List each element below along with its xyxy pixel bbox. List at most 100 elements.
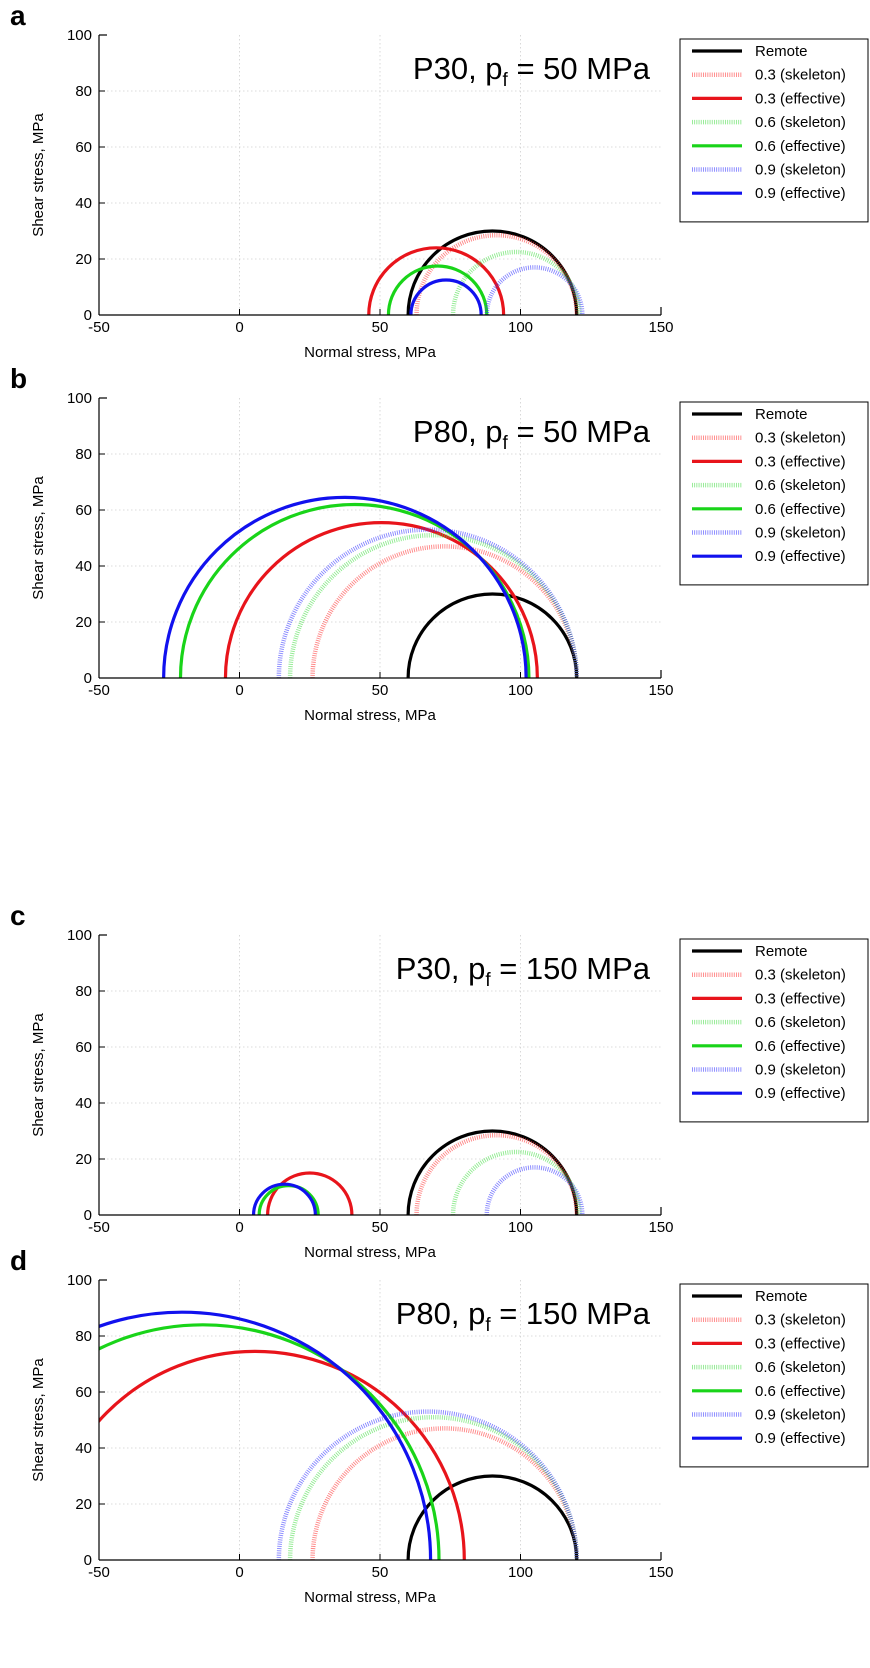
legend-label: 0.3 (skeleton) bbox=[755, 67, 846, 84]
y-tick-label: 60 bbox=[75, 139, 92, 156]
series-0-3-effective- bbox=[223, 521, 539, 678]
legend-label: 0.3 (effective) bbox=[755, 453, 846, 470]
plot-annotation: P80, pf = 150 MPa bbox=[396, 1296, 651, 1336]
plot-area bbox=[162, 495, 579, 678]
x-tick-label: 150 bbox=[648, 1564, 673, 1581]
x-tick-label: -50 bbox=[88, 319, 110, 336]
y-tick-label: 40 bbox=[75, 1095, 92, 1112]
panel-letter: d bbox=[10, 1245, 27, 1276]
y-tick-label: 100 bbox=[67, 927, 92, 944]
series-0-6-skeleton- bbox=[450, 1149, 582, 1215]
legend-label: Remote bbox=[755, 1288, 808, 1305]
series-0-9-skeleton- bbox=[276, 1409, 579, 1560]
y-tick-label: 40 bbox=[75, 558, 92, 575]
y-tick-label: 20 bbox=[75, 251, 92, 268]
x-tick-label: 0 bbox=[235, 1564, 243, 1581]
series-0-9-effective- bbox=[162, 495, 528, 678]
plot-area bbox=[367, 229, 585, 315]
x-axis-label: Normal stress, MPa bbox=[304, 707, 436, 724]
legend-label: 0.3 (skeleton) bbox=[755, 967, 846, 984]
x-axis-label: Normal stress, MPa bbox=[304, 344, 436, 361]
y-tick-label: 60 bbox=[75, 502, 92, 519]
series-remote bbox=[406, 1474, 579, 1560]
series-remote bbox=[406, 229, 579, 315]
y-tick-label: 60 bbox=[75, 1384, 92, 1401]
y-axis-label: Shear stress, MPa bbox=[30, 113, 47, 237]
series-0-6-effective- bbox=[178, 502, 531, 678]
x-axis-label: Normal stress, MPa bbox=[304, 1244, 436, 1261]
y-tick-label: 20 bbox=[75, 614, 92, 631]
legend-label: 0.6 (skeleton) bbox=[755, 1359, 846, 1376]
y-axis-label: Shear stress, MPa bbox=[30, 476, 47, 600]
x-tick-label: 0 bbox=[235, 682, 243, 699]
series-remote bbox=[406, 1129, 579, 1215]
legend-box bbox=[679, 401, 869, 586]
series-0-6-effective- bbox=[99, 1323, 441, 1560]
y-tick-label: 0 bbox=[84, 1207, 92, 1224]
x-tick-label: -50 bbox=[88, 1219, 110, 1236]
y-tick-label: 40 bbox=[75, 1440, 92, 1457]
y-tick-label: 0 bbox=[84, 670, 92, 687]
x-tick-label: 100 bbox=[508, 1564, 533, 1581]
x-tick-label: 150 bbox=[648, 1219, 673, 1236]
series-0-9-effective- bbox=[99, 1310, 433, 1560]
legend-label: 0.9 (skeleton) bbox=[755, 1062, 846, 1079]
panel-letter: c bbox=[10, 900, 26, 931]
legend-box bbox=[679, 38, 869, 223]
x-tick-label: 50 bbox=[372, 1564, 389, 1581]
x-tick-label: 100 bbox=[508, 1219, 533, 1236]
x-tick-label: 100 bbox=[508, 319, 533, 336]
y-tick-label: 80 bbox=[75, 446, 92, 463]
legend: Remote 0.3 (skeleton) 0.3 (effective) 0.6 (… bbox=[679, 38, 869, 223]
legend-label: 0.3 (effective) bbox=[755, 90, 846, 107]
y-tick-label: 80 bbox=[75, 983, 92, 1000]
legend-label: 0.9 (skeleton) bbox=[755, 162, 846, 179]
y-axis-label: Shear stress, MPa bbox=[30, 1013, 47, 1137]
legend-box bbox=[679, 938, 869, 1123]
legend-label: 0.6 (effective) bbox=[755, 1038, 846, 1055]
x-tick-label: 150 bbox=[648, 682, 673, 699]
series-0-3-effective- bbox=[99, 1349, 466, 1560]
legend-label: 0.9 (effective) bbox=[755, 548, 846, 565]
legend-label: 0.6 (effective) bbox=[755, 501, 846, 518]
x-axis-label: Normal stress, MPa bbox=[304, 1589, 436, 1606]
series-0-3-skeleton- bbox=[310, 1426, 579, 1560]
legend-label: 0.9 (effective) bbox=[755, 1430, 846, 1447]
x-tick-label: 0 bbox=[235, 319, 243, 336]
y-tick-label: 20 bbox=[75, 1496, 92, 1513]
series-0-9-skeleton- bbox=[484, 265, 585, 315]
legend-label: 0.9 (effective) bbox=[755, 185, 846, 202]
x-tick-label: 50 bbox=[372, 1219, 389, 1236]
y-tick-label: 0 bbox=[84, 307, 92, 324]
y-tick-label: 100 bbox=[67, 1272, 92, 1289]
y-tick-label: 100 bbox=[67, 27, 92, 44]
series-0-6-effective- bbox=[386, 264, 489, 315]
y-tick-label: 80 bbox=[75, 83, 92, 100]
legend: Remote 0.3 (skeleton) 0.3 (effective) 0.6 (… bbox=[679, 1283, 869, 1468]
legend-label: Remote bbox=[755, 43, 808, 60]
panel-letter: a bbox=[10, 0, 26, 31]
legend-label: 0.9 (effective) bbox=[755, 1085, 846, 1102]
x-tick-label: 150 bbox=[648, 319, 673, 336]
legend-label: 0.6 (effective) bbox=[755, 138, 846, 155]
y-tick-label: 40 bbox=[75, 195, 92, 212]
series-remote bbox=[406, 592, 579, 678]
plot-annotation: P30, pf = 50 MPa bbox=[413, 51, 651, 91]
series-0-3-effective- bbox=[266, 1171, 354, 1215]
x-tick-label: 0 bbox=[235, 1219, 243, 1236]
series-0-9-effective- bbox=[251, 1182, 317, 1215]
x-tick-label: 50 bbox=[372, 682, 389, 699]
series-0-6-skeleton- bbox=[450, 249, 582, 315]
x-tick-label: -50 bbox=[88, 1564, 110, 1581]
x-tick-label: 50 bbox=[372, 319, 389, 336]
x-tick-label: 100 bbox=[508, 682, 533, 699]
series-0-3-skeleton- bbox=[310, 544, 579, 678]
y-tick-label: 60 bbox=[75, 1039, 92, 1056]
series-0-9-effective- bbox=[409, 278, 483, 315]
legend-label: 0.9 (skeleton) bbox=[755, 1407, 846, 1424]
legend-label: Remote bbox=[755, 943, 808, 960]
